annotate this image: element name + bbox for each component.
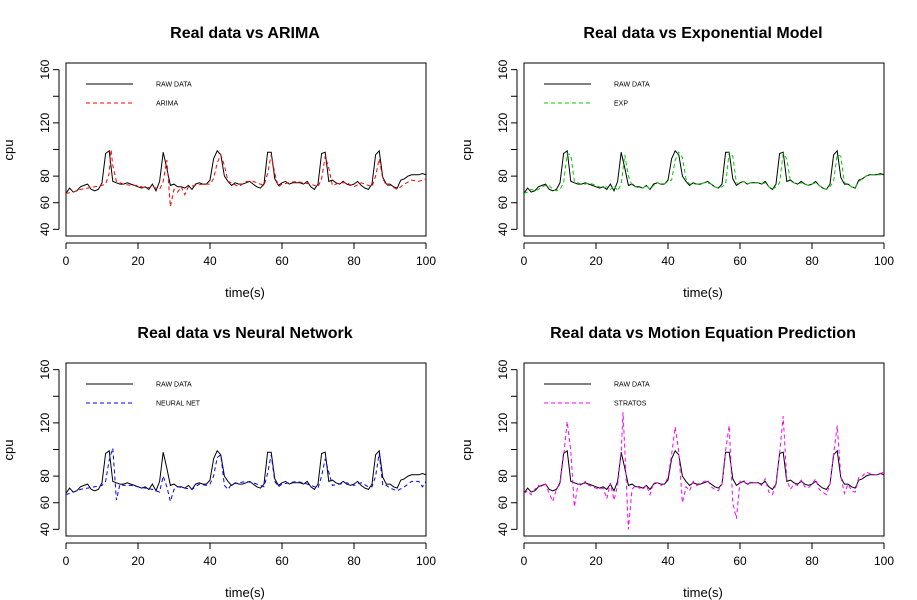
y-tick-label: 120 [496,113,510,133]
x-tick-label: 100 [416,254,436,268]
y-tick-label: 60 [38,496,52,510]
x-axis-label: time(s) [225,585,265,600]
series-line-raw-data [66,149,426,194]
y-tick-label: 120 [38,413,52,433]
chart-panel-4: Real data vs Motion Equation Prediction 0… [459,325,894,600]
plot-frame [65,362,427,537]
x-tick-label: 80 [805,254,819,268]
x-tick-label: 80 [805,554,819,568]
plot-frame [523,362,885,537]
series-line-exp [524,151,884,194]
y-axis-label: cpu [459,440,474,461]
y-tick-label: 120 [38,113,52,133]
chart-panel-1: Real data vs ARIMA 0 20 40 60 80 100 40 60 80 120 1… [1,25,436,300]
plot-frame [65,62,427,237]
legend-label: RAW DATA [614,382,650,389]
y-tick-label: 40 [496,522,510,536]
x-axis-label: time(s) [683,285,723,300]
y-axis-label: cpu [459,140,474,161]
y-tick-label: 80 [38,469,52,483]
x-tick-label: 40 [661,254,675,268]
y-tick-label: 160 [496,359,510,379]
y-axis-label: cpu [1,440,16,461]
y-tick-label: 80 [38,169,52,183]
x-tick-label: 0 [521,554,528,568]
x-tick-label: 60 [275,254,289,268]
series-line-raw-data [524,449,884,494]
x-tick-label: 20 [131,254,145,268]
legend-label: EXP [614,101,628,108]
series-line-arima [66,149,426,207]
x-axis-label: time(s) [683,585,723,600]
x-tick-label: 60 [733,554,747,568]
chart-title: Real data vs Neural Network [137,325,352,342]
x-tick-label: 100 [874,554,894,568]
chart-title: Real data vs ARIMA [170,25,320,42]
legend-label: ARIMA [156,101,179,108]
y-tick-label: 60 [38,196,52,210]
x-tick-label: 80 [347,554,361,568]
y-tick-label: 60 [496,196,510,210]
plot-frame [523,62,885,237]
chart-panel-2: Real data vs Exponential Model 0 20 40 60 80 1… [459,25,894,300]
y-tick-label: 80 [496,169,510,183]
legend-label: RAW DATA [156,82,192,89]
legend-label: RAW DATA [156,382,192,389]
legend-label: STRATOS [614,401,647,408]
x-tick-label: 0 [63,254,70,268]
y-tick-label: 40 [38,222,52,236]
x-tick-label: 40 [203,554,217,568]
y-tick-label: 160 [38,359,52,379]
x-tick-label: 20 [589,554,603,568]
chart-panel-3: Real data vs Neural Network 0 20 40 60 80 100 4… [1,325,436,600]
x-tick-label: 60 [275,554,289,568]
chart-title: Real data vs Exponential Model [583,25,822,42]
y-tick-label: 80 [496,469,510,483]
y-axis-label: cpu [1,140,16,161]
series-line-stratos [524,412,884,530]
x-tick-label: 40 [203,254,217,268]
x-tick-label: 100 [874,254,894,268]
y-tick-label: 40 [38,522,52,536]
x-tick-label: 60 [733,254,747,268]
y-tick-label: 60 [496,496,510,510]
legend-label: RAW DATA [614,82,650,89]
legend-label: NEURAL NET [156,401,201,408]
y-tick-label: 160 [496,59,510,79]
series-line-neural-net [66,448,426,504]
x-tick-label: 0 [521,254,528,268]
y-tick-label: 120 [496,413,510,433]
x-tick-label: 20 [131,554,145,568]
chart-title: Real data vs Motion Equation Prediction [550,325,856,342]
series-line-raw-data [66,449,426,494]
y-tick-label: 40 [496,222,510,236]
y-tick-label: 160 [38,59,52,79]
x-tick-label: 20 [589,254,603,268]
x-tick-label: 100 [416,554,436,568]
x-axis-label: time(s) [225,285,265,300]
x-tick-label: 0 [63,554,70,568]
x-tick-label: 40 [661,554,675,568]
x-tick-label: 80 [347,254,361,268]
